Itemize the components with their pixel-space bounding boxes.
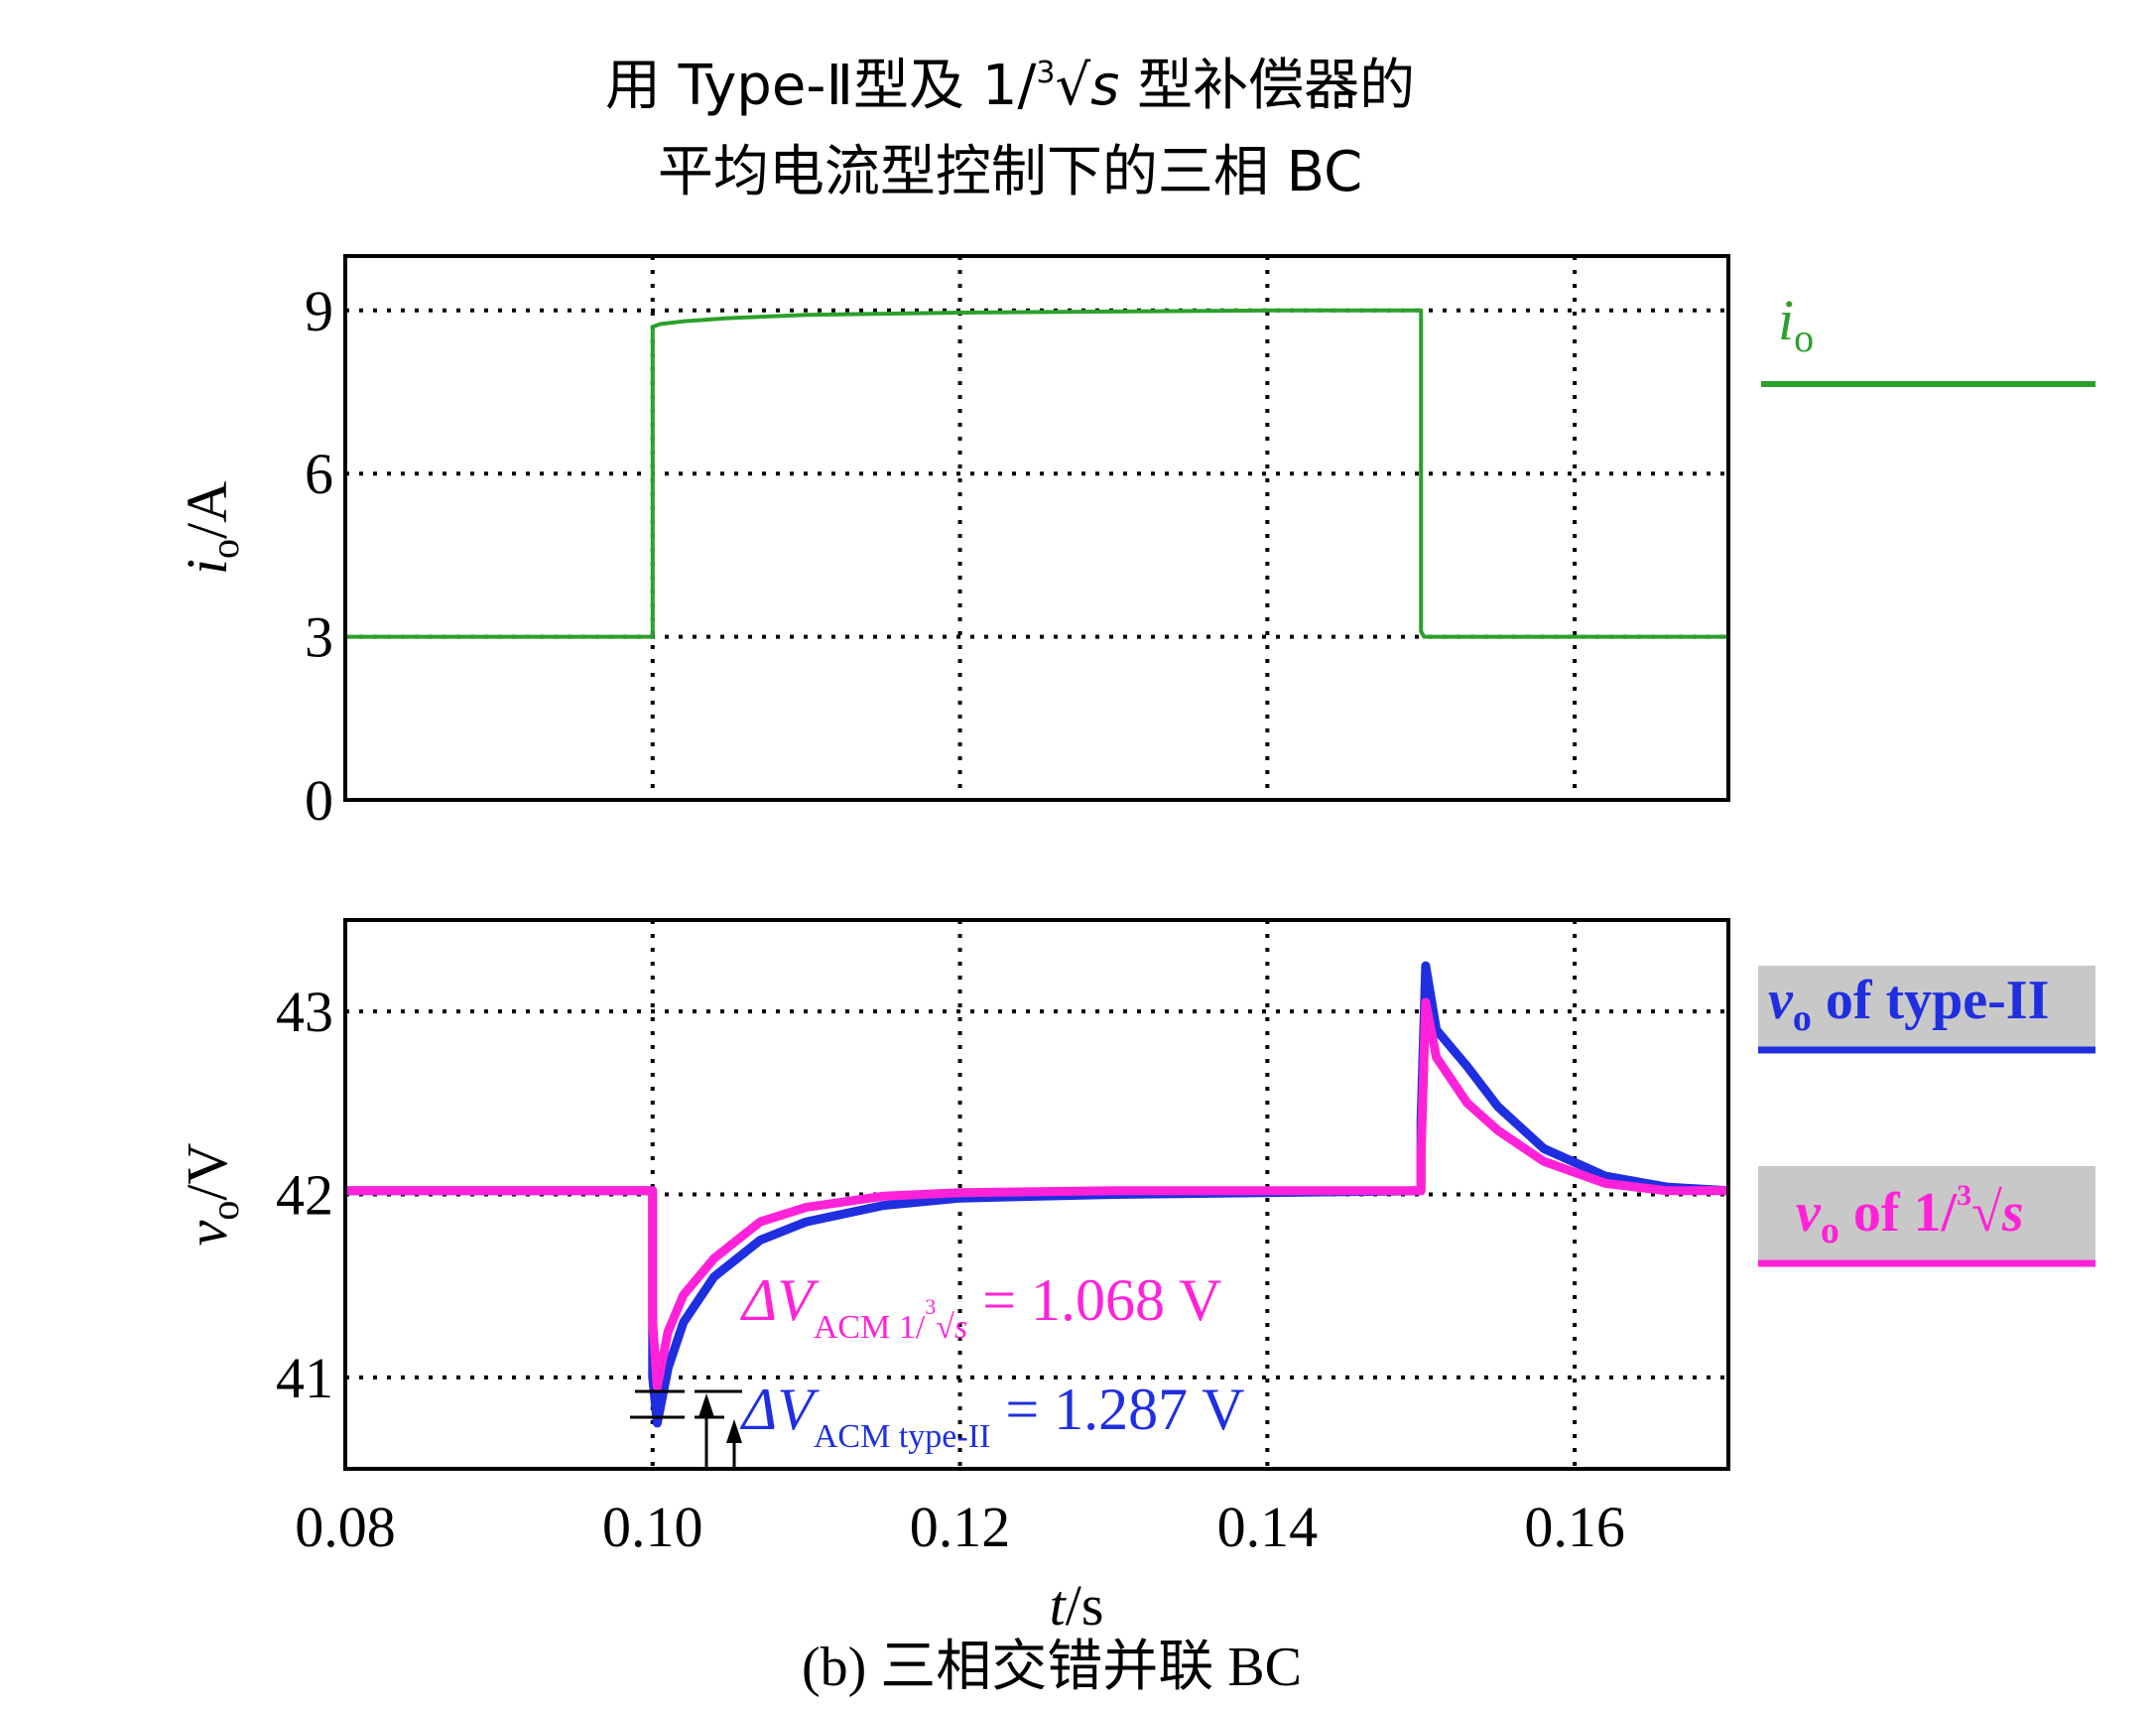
voltage-plot-panel: 41 42 43 0.08 0.10 0.12 0.14 0.16 vo/V t/s <box>175 918 1730 1638</box>
legend-label-cubic-root: vo of 1/3√s <box>1796 1179 2024 1251</box>
title-line-1: 用 Type-Ⅱ型及 1/3√s 型补偿器的 <box>605 54 1415 118</box>
x-tick-label: 0.16 <box>1524 1495 1625 1559</box>
y-tick-label: 41 <box>276 1346 333 1410</box>
plot-frame <box>343 254 1730 802</box>
overshoot-annotations: ΔVACM 1/3√s = 1.068 V ΔVACM type-II = 1.2… <box>630 1267 1244 1469</box>
y-tick-label: 3 <box>305 605 333 670</box>
series-line-2 <box>345 997 1728 1391</box>
annotation-typeII: ΔVACM type-II = 1.287 V <box>740 1377 1244 1455</box>
x-tick-label: 0.14 <box>1217 1495 1319 1559</box>
current-legend: io <box>1761 288 2095 387</box>
legend-box-typeII <box>1758 966 2095 1048</box>
series-line-1 <box>345 308 1728 639</box>
figure-title: 用 Type-Ⅱ型及 1/3√s 型补偿器的 平均电流型控制下的三相 BC <box>605 54 1415 204</box>
y-axis-label: io/A <box>175 481 247 575</box>
x-axis-label: t/s <box>1050 1573 1104 1638</box>
x-tick-label: 0.08 <box>295 1495 396 1559</box>
current-plot-panel: 0 3 6 9 io/A <box>175 254 1730 833</box>
arrow-head-2 <box>726 1419 742 1443</box>
y-tick-label: 9 <box>305 279 333 343</box>
y-tick-label: 43 <box>276 980 333 1044</box>
series-line-1 <box>345 961 1729 1428</box>
title-line-2: 平均电流型控制下的三相 BC <box>658 140 1362 204</box>
y-tick-label: 42 <box>276 1163 333 1228</box>
legend-box-cubic-root <box>1758 1166 2095 1261</box>
legend-label-typeII: vo of type-II <box>1768 970 2049 1039</box>
y-axis-label: vo/V <box>175 1143 247 1247</box>
y-tick-label: 0 <box>305 768 333 833</box>
x-tick-label: 0.12 <box>910 1495 1011 1559</box>
legend-label-io: io <box>1778 288 1814 360</box>
x-tick-label: 0.10 <box>602 1495 703 1559</box>
y-tick-label: 6 <box>305 442 333 506</box>
annotation-cubic-root: ΔVACM 1/3√s = 1.068 V <box>740 1267 1221 1346</box>
arrow-head-1 <box>698 1393 714 1417</box>
voltage-legend: vo of type-II vo of 1/3√s <box>1758 966 2095 1267</box>
figure-caption: (b) 三相交错并联 BC <box>802 1637 1302 1698</box>
plot-frame <box>343 918 1730 1471</box>
